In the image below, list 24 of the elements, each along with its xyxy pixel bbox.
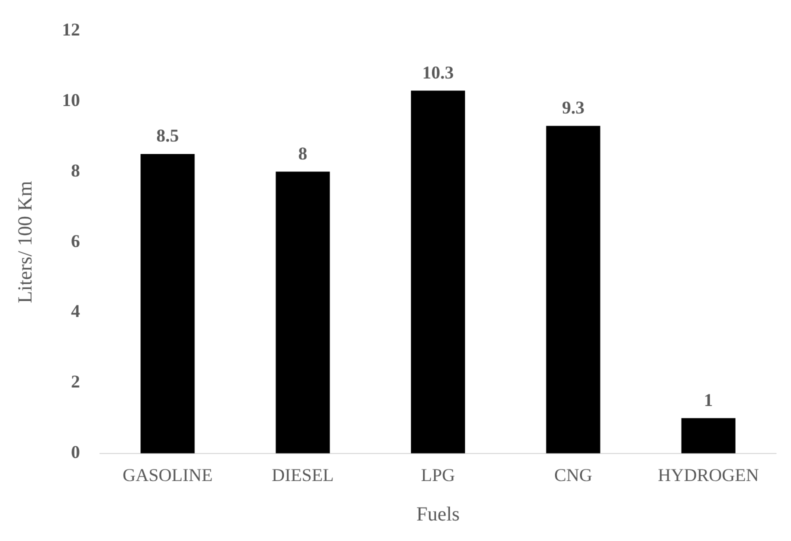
y-tick-label: 6	[71, 230, 80, 251]
y-axis-title: Liters/ 100 Km	[14, 180, 36, 304]
y-tick-label: 0	[71, 442, 80, 462]
y-tick-label: 12	[62, 19, 80, 40]
bar	[681, 418, 736, 454]
bar	[410, 90, 466, 454]
x-tick-label: GASOLINE	[122, 464, 213, 485]
bar	[276, 172, 330, 454]
bar	[546, 126, 600, 454]
y-tick-label: 2	[71, 372, 80, 392]
x-tick-label: CNG	[554, 464, 592, 485]
y-tick-label: 10	[62, 90, 80, 110]
data-label: 10.3	[422, 62, 454, 82]
data-label: 8	[298, 143, 308, 164]
data-label: 8.5	[156, 126, 179, 146]
y-tick-label: 8	[71, 160, 80, 180]
x-tick-label: LPG	[420, 464, 456, 485]
bar	[140, 154, 195, 454]
data-label: 9.3	[562, 98, 584, 118]
data-label: 1	[704, 390, 713, 410]
x-axis-title: Fuels	[416, 503, 460, 526]
x-tick-label: HYDROGEN	[658, 464, 759, 485]
x-tick-label: DIESEL	[272, 464, 334, 485]
y-tick-label: 4	[71, 301, 80, 322]
